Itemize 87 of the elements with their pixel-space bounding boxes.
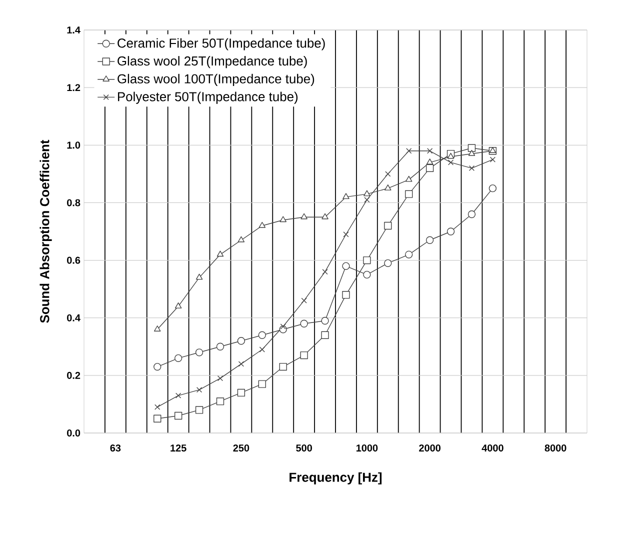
- point: [259, 346, 265, 352]
- y-tick-label: 1.2: [67, 84, 80, 92]
- point: [406, 148, 412, 154]
- point: [238, 361, 244, 367]
- point: [364, 190, 370, 196]
- point: [216, 398, 224, 406]
- point: [279, 362, 287, 371]
- point: [301, 298, 307, 304]
- x-tick-label: 125: [170, 444, 186, 452]
- point: [216, 250, 224, 257]
- y-tick-label: 0.2: [67, 372, 80, 379]
- point: [446, 228, 455, 236]
- point: [426, 236, 434, 244]
- x-tick-label: 1000: [356, 444, 378, 452]
- point: [258, 331, 266, 339]
- point: [174, 354, 182, 362]
- point: [490, 156, 496, 162]
- point: [468, 144, 476, 152]
- x-tick-label: 4000: [482, 444, 504, 452]
- point: [154, 362, 162, 371]
- x-tick-label: 63: [110, 444, 121, 452]
- point: [237, 337, 246, 345]
- legend-label: Ceramic Fiber 50T(Impedance tube): [118, 38, 325, 50]
- y-tick-label: 0.6: [67, 256, 80, 264]
- legend-label: Glass wool 100T(Impedance tube): [118, 74, 314, 86]
- point: [343, 232, 349, 238]
- point: [468, 165, 475, 171]
- point: [448, 160, 454, 166]
- point: [322, 213, 328, 220]
- point: [363, 256, 371, 264]
- point: [405, 190, 413, 198]
- point: [385, 171, 391, 177]
- x-tick-label: 500: [296, 444, 312, 452]
- point: [300, 213, 308, 220]
- legend-label: Glass wool 25T(Impedance tube): [118, 56, 307, 68]
- y-tick-label: 1.4: [67, 26, 80, 34]
- point: [405, 250, 413, 258]
- point: [384, 222, 392, 230]
- point: [174, 412, 182, 420]
- point: [238, 236, 245, 242]
- point: [321, 331, 329, 339]
- point: [280, 324, 286, 330]
- point: [300, 351, 308, 360]
- point: [488, 184, 497, 192]
- point: [258, 380, 266, 388]
- x-axis-title: Frequency [Hz]: [290, 472, 382, 484]
- point: [174, 302, 182, 308]
- point: [384, 184, 392, 190]
- point: [384, 259, 392, 267]
- point: [426, 158, 434, 165]
- point: [342, 262, 350, 270]
- point: [154, 404, 160, 410]
- point: [468, 210, 476, 218]
- point: [216, 342, 224, 350]
- point: [426, 164, 434, 172]
- point: [322, 268, 328, 275]
- point: [447, 152, 454, 159]
- point: [489, 147, 496, 153]
- point: [321, 316, 329, 325]
- point: [217, 375, 224, 382]
- y-tick-label: 0.0: [67, 429, 80, 437]
- point: [154, 326, 161, 332]
- point: [342, 290, 350, 299]
- y-axis-title: Sound Absorption Coefficient: [40, 140, 52, 323]
- point: [195, 348, 204, 356]
- point: [427, 148, 433, 154]
- y-tick-label: 1.0: [67, 142, 80, 149]
- point: [196, 274, 203, 280]
- point: [405, 176, 412, 182]
- x-tick-label: 8000: [544, 444, 566, 452]
- x-tick-label: 250: [233, 444, 250, 452]
- point: [342, 193, 350, 200]
- y-tick-label: 0.8: [67, 199, 80, 206]
- point: [154, 414, 162, 422]
- legend-label: Polyester 50T(Impedance tube): [118, 92, 298, 104]
- point: [258, 222, 266, 228]
- point: [176, 392, 182, 398]
- point: [363, 270, 371, 279]
- point: [196, 387, 202, 393]
- point: [364, 197, 370, 203]
- x-tick-label: 2000: [419, 444, 440, 452]
- point: [468, 150, 476, 156]
- point: [237, 388, 246, 397]
- point: [195, 406, 204, 414]
- point: [280, 216, 286, 222]
- y-tick-label: 0.4: [67, 314, 80, 322]
- point: [300, 320, 308, 328]
